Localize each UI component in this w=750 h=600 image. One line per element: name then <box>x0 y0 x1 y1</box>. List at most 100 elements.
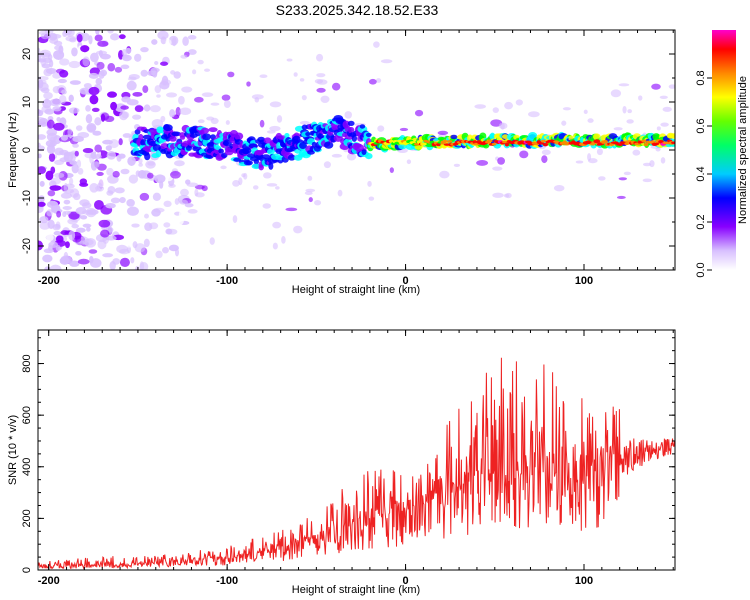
spectrogram-signal-cell <box>299 142 307 150</box>
spectrogram-noise-cell <box>121 96 131 103</box>
spectrogram-faint-cell <box>156 94 161 98</box>
spectrogram-noise-cell <box>106 76 115 87</box>
spectrogram-noise-cell <box>95 30 100 35</box>
x-tick-label: 0 <box>403 275 409 287</box>
spectrogram-signal-cell <box>593 133 601 141</box>
spectrogram-noise-cell <box>50 166 56 174</box>
spectrogram-signal-cell <box>287 154 296 161</box>
spectrogram-faint-cell <box>181 86 193 93</box>
spectrogram-signal-cell <box>243 160 253 166</box>
spectrogram-noise-cell <box>165 92 178 98</box>
spectrogram-faint-cell <box>209 237 215 245</box>
spectrogram-faint-cell <box>285 207 298 212</box>
spectrogram-noise-cell <box>88 249 98 254</box>
spectrogram-noise-cell <box>44 108 55 115</box>
spectrogram-faint-cell <box>259 119 265 128</box>
spectrogram-x-label: Height of straight line (km) <box>292 284 420 296</box>
spectrogram-noise-cell <box>117 207 127 218</box>
spectrogram-noise-cell <box>102 253 114 258</box>
spectrogram-noise-cell <box>71 47 78 57</box>
spectrogram-faint-cell <box>660 157 666 164</box>
spectrogram-faint-cell <box>275 186 280 190</box>
spectrogram-noise-cell <box>79 182 89 187</box>
spectrogram-signal-cell <box>258 164 264 171</box>
spectrogram-faint-cell <box>562 107 571 111</box>
spectrogram-noise-cell <box>118 153 126 159</box>
spectrogram-faint-cell <box>618 83 630 87</box>
spectrogram-signal-cell <box>214 145 222 150</box>
spectrogram-noise-cell <box>88 86 100 96</box>
spectrogram-noise-cell <box>95 77 103 86</box>
spectrogram-faint-cell <box>201 92 214 97</box>
spectrogram-noise-cell <box>81 202 92 209</box>
spectrogram-faint-cell <box>204 68 211 72</box>
spectrogram-noise-cell <box>39 221 51 230</box>
spectrogram-noise-cell <box>126 198 135 207</box>
spectrogram-noise-cell <box>43 92 53 100</box>
spectrogram-noise-cell <box>53 49 65 60</box>
spectrogram-faint-cell <box>180 188 189 197</box>
spectrogram-noise-cell <box>107 63 116 72</box>
y-tick-label: -20 <box>21 238 33 254</box>
spectrogram-noise-cell <box>95 50 108 55</box>
spectrogram-noise-cell <box>54 159 65 165</box>
spectrogram-faint-cell <box>149 222 159 230</box>
spectrogram-noise-cell <box>152 192 161 201</box>
spectrogram-signal-cell <box>248 143 258 149</box>
spectrogram-faint-cell <box>406 159 412 165</box>
spectrogram-noise-cell <box>67 128 73 136</box>
spectrogram-faint-cell <box>299 120 310 125</box>
spectrogram-faint-cell <box>301 95 307 101</box>
spectrogram-noise-cell <box>96 171 104 176</box>
spectrogram-y-axis: 20 10 0 -10 -20 <box>21 29 675 271</box>
spectrogram-noise-cell <box>93 153 102 160</box>
spectrogram-noise-cell <box>174 198 180 205</box>
spectrogram-noise-cell <box>179 199 189 205</box>
y-tick-label: 200 <box>21 509 33 527</box>
spectrogram-noise-cell <box>57 78 67 84</box>
spectrogram-peak-cell <box>671 141 675 145</box>
spectrogram-noise-cell <box>63 199 71 205</box>
spectrogram-noise-cell <box>72 135 84 143</box>
spectrogram-noise-cell <box>89 94 99 105</box>
spectrogram-faint-cell <box>623 171 631 176</box>
spectrogram-peak-cell <box>602 139 608 144</box>
spectrogram-peak-cell <box>643 142 649 147</box>
spectrogram-faint-cell <box>642 178 652 183</box>
spectrogram-noise-cell <box>100 113 106 122</box>
spectrogram-noise-cell <box>112 258 121 265</box>
spectrogram-faint-cell <box>160 79 172 86</box>
spectrogram-faint-cell <box>373 41 380 48</box>
spectrogram-noise-cell <box>154 174 166 184</box>
spectrogram-faint-cell <box>439 170 450 179</box>
spectrogram-noise-cell <box>142 85 149 94</box>
spectrogram-noise-cell <box>72 143 79 148</box>
spectrogram-noise-cell <box>154 85 162 94</box>
spectrogram-noise-cell <box>120 64 130 70</box>
spectrogram-faint-cell <box>254 97 260 103</box>
spectrogram-noise-cell <box>54 172 65 179</box>
spectrogram-signal-cell <box>208 127 218 133</box>
snr-frame <box>37 329 676 571</box>
spectrogram-noise-cell <box>75 125 83 131</box>
spectrogram-signal-cell <box>365 132 372 138</box>
spectrogram-noise-cell <box>134 105 144 113</box>
spectrogram-faint-cell <box>314 199 322 206</box>
colorbar: 0.0 0.2 0.4 0.6 0.8 Normalized spectral ampl… <box>695 30 749 278</box>
spectrogram-faint-cell <box>613 127 623 131</box>
spectrogram-noise-cell <box>80 45 90 53</box>
spectrogram-faint-cell <box>170 170 181 179</box>
spectrogram-noise-cell <box>163 67 169 75</box>
y-tick-label: 10 <box>21 96 33 108</box>
spectrogram-noise-cell <box>107 30 114 34</box>
spectrogram-noise-cell <box>121 48 128 57</box>
spectrogram-faint-cell <box>308 197 313 203</box>
spectrogram-noise-cell <box>131 223 140 228</box>
spectrogram-signal-cell <box>284 133 290 138</box>
spectrogram-noise-cell <box>171 37 177 47</box>
spectrogram-signal-cell <box>218 148 224 154</box>
spectrogram-noise-cell <box>194 96 204 103</box>
spectrogram-noise-cell <box>77 258 90 265</box>
spectrogram-faint-cell <box>197 59 204 65</box>
